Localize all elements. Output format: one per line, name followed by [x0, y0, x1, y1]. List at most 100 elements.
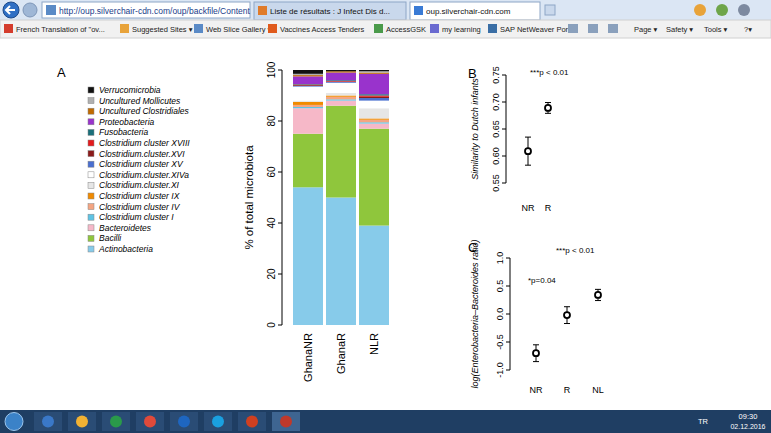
legend-swatch	[88, 182, 94, 188]
bar-segment	[326, 93, 356, 96]
command-icon[interactable]	[608, 24, 618, 33]
legend-label: Clostridium cluster IV	[99, 202, 181, 212]
y-tick	[502, 129, 506, 130]
taskbar-button[interactable]	[136, 412, 164, 431]
address-text: http://oup.silverchair-cdn.com/oup/backf…	[59, 6, 251, 16]
legend-swatch	[88, 98, 94, 104]
bar-segment	[326, 80, 356, 82]
command-icon[interactable]	[588, 24, 598, 33]
favorite-link[interactable]: Suggested Sites ▾	[132, 25, 193, 34]
favorite-link[interactable]: Web Slice Gallery ▾	[206, 25, 272, 34]
y-tick-label: 0.5	[495, 280, 505, 293]
command[interactable]: Tools ▾	[704, 25, 728, 34]
tab-title: Liste de résultats : J Infect Dis d...	[270, 7, 390, 16]
bar-segment	[326, 81, 356, 83]
y-tick-label: 0.65	[491, 120, 501, 138]
taskbar-button[interactable]	[68, 412, 96, 431]
favorite-link[interactable]: SAP NetWeaver Portal	[500, 25, 576, 34]
command[interactable]: ?▾	[744, 25, 752, 34]
legend-swatch	[88, 235, 94, 241]
error-cap	[545, 102, 551, 103]
forward-button[interactable]	[23, 3, 37, 17]
taskbar-button[interactable]	[170, 412, 198, 431]
bar-segment	[326, 198, 356, 326]
back-button[interactable]	[3, 2, 19, 18]
error-cap	[525, 137, 531, 138]
toolbar-icon[interactable]	[694, 4, 706, 16]
legend-swatch	[88, 87, 94, 93]
favorite-link[interactable]: Vaccines Access Tenders	[280, 25, 365, 34]
bar-segment	[293, 85, 323, 87]
legend-swatch	[88, 119, 94, 125]
bar-segment	[359, 96, 389, 97]
toolbar-icon[interactable]	[738, 4, 750, 16]
legend-swatch	[88, 129, 94, 135]
bar-segment	[359, 129, 389, 226]
bar-segment	[359, 120, 389, 123]
error-cap	[564, 306, 570, 307]
tab-icon	[258, 6, 267, 15]
title-bar	[0, 0, 771, 20]
new-tab[interactable]	[545, 5, 555, 15]
taskbar-button[interactable]	[34, 412, 62, 431]
bar-segment	[359, 122, 389, 123]
x-tick-label: NR	[522, 203, 535, 213]
taskbar-button[interactable]	[238, 412, 266, 431]
favorite-link[interactable]: AccessGSK	[386, 25, 426, 34]
bar-segment	[359, 118, 389, 119]
legend-label: Clostridium cluster XVIII	[99, 138, 190, 148]
x-tick-label: R	[545, 203, 552, 213]
bar-segment	[293, 108, 323, 134]
tab[interactable]	[254, 2, 406, 20]
y-tick-label: 0.60	[491, 147, 501, 165]
bar-segment	[326, 96, 356, 97]
taskbar-button[interactable]	[272, 412, 300, 431]
x-tick-label: NL	[592, 385, 604, 395]
legend-swatch	[88, 214, 94, 220]
toolbar-icon[interactable]	[716, 4, 728, 16]
legend-label: Clostridium.cluster.XVI	[99, 149, 185, 159]
error-cap	[533, 344, 539, 345]
favorite-link[interactable]: my learning	[442, 25, 481, 34]
y-tick	[506, 314, 510, 315]
error-cap	[595, 289, 601, 290]
y-axis-label: Similarity to Dutch infants	[470, 78, 480, 180]
y-tick	[506, 370, 510, 371]
bar-segment	[293, 85, 323, 87]
bar-segment	[326, 106, 356, 198]
command-icon[interactable]	[568, 24, 578, 33]
favorite-link[interactable]: French Translation of "ov...	[16, 25, 105, 34]
legend-swatch	[88, 204, 94, 210]
app-icon	[144, 416, 156, 428]
x-tick-label: GhanaNR	[302, 333, 314, 382]
legend-swatch	[88, 225, 94, 231]
command[interactable]: Page ▾	[634, 25, 658, 34]
address-bar[interactable]	[42, 2, 250, 18]
app-icon	[76, 416, 88, 428]
bar-segment	[326, 99, 356, 100]
y-tick	[278, 223, 282, 224]
bar-segment	[293, 74, 323, 75]
taskbar-button[interactable]	[102, 412, 130, 431]
y-tick-label: 0.55	[491, 174, 501, 192]
command[interactable]: Safety ▾	[666, 25, 693, 34]
taskbar-button[interactable]	[204, 412, 232, 431]
legend-swatch	[88, 246, 94, 252]
bar-segment	[359, 226, 389, 325]
legend-label: Fusobacteria	[99, 127, 148, 137]
start-button[interactable]	[5, 413, 23, 431]
bar-segment	[326, 71, 356, 72]
legend-label: Proteobacteria	[99, 117, 155, 127]
bars	[293, 70, 389, 325]
point	[525, 148, 531, 154]
taskbar	[0, 410, 771, 433]
x-tick-label: NLR	[368, 333, 380, 355]
bar-segment	[293, 107, 323, 108]
tab[interactable]	[410, 2, 540, 20]
y-tick	[502, 102, 506, 103]
legend-label: Actinobacteria	[98, 244, 153, 254]
y-tick	[278, 121, 282, 122]
y-tick-label: 0	[266, 322, 277, 328]
page: http://oup.silverchair-cdn.com/oup/backf…	[0, 0, 771, 433]
clock-date: 02.12.2016	[730, 423, 765, 430]
